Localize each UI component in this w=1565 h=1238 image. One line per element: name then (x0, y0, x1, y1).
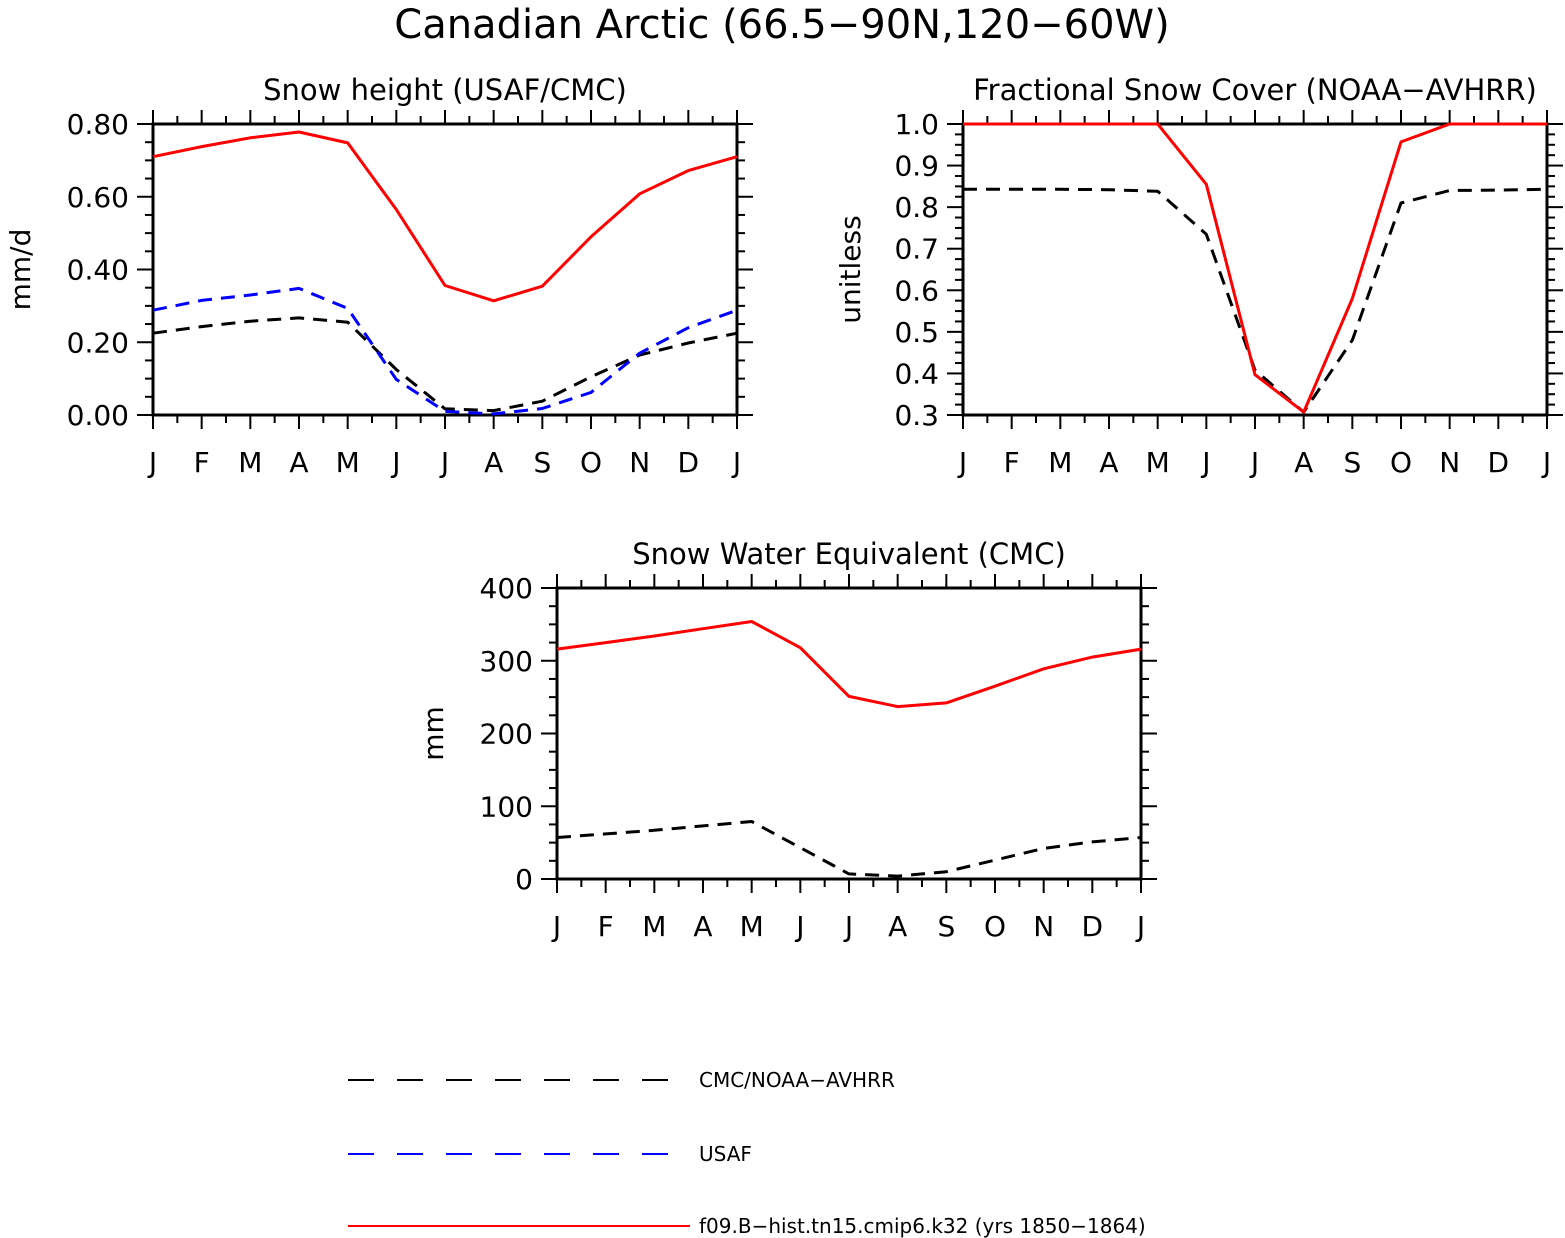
x-tick-label: F (1004, 446, 1020, 479)
figure-title: Canadian Arctic (66.5−90N,120−60W) (394, 2, 1169, 48)
legend-item-usaf: USAF (348, 1142, 752, 1166)
series-line (963, 122, 1547, 414)
x-tick-label: O (984, 910, 1006, 943)
y-tick-label: 200 (480, 718, 533, 751)
series-line (152, 130, 738, 303)
series-line (556, 820, 1142, 878)
x-tick-label: M (1146, 446, 1170, 479)
x-tick-label: J (147, 446, 157, 479)
x-tick-label: M (1048, 446, 1072, 479)
y-tick-label: 100 (480, 790, 533, 823)
x-tick-label: N (629, 446, 650, 479)
snow-height-panel: Snow height (USAF/CMC)J F M A M J J A S O N D J0.000… (4, 73, 753, 479)
y-tick-label: 0.3 (894, 399, 939, 432)
x-tick-label: J (957, 446, 967, 479)
series-line (963, 187, 1548, 414)
y-tick-label: 0.9 (894, 150, 939, 183)
y-tick-label: 0.80 (67, 108, 129, 141)
x-tick-label: F (194, 446, 210, 479)
legend-item-model: f09.B−hist.tn15.cmip6.k32 (yrs 1850−1864… (348, 1214, 1146, 1238)
x-tick-label: A (484, 446, 503, 479)
y-tick-label: 0.20 (67, 326, 129, 359)
x-tick-label: M (740, 910, 764, 943)
y-tick-label: 0.40 (67, 254, 129, 287)
plot-frame (555, 586, 1143, 881)
panel-title: Snow Water Equivalent (CMC) (632, 537, 1066, 571)
legend: CMC/NOAA−AVHRR USAF f09.B−hist.tn15.cmip… (348, 1068, 1146, 1238)
series-line (556, 620, 1142, 709)
x-tick-label: J (1135, 910, 1145, 943)
y-tick-label: 0.00 (67, 399, 129, 432)
x-tick-label: A (1294, 446, 1313, 479)
x-tick-label: D (678, 446, 700, 479)
y-tick-label: 0.60 (67, 181, 129, 214)
x-tick-label: N (1033, 910, 1054, 943)
x-tick-label: M (336, 446, 360, 479)
y-tick-label: 0.6 (894, 274, 939, 307)
x-tick-label: D (1488, 446, 1510, 479)
x-tick-label: J (731, 446, 741, 479)
legend-label-cmc: CMC/NOAA−AVHRR (699, 1068, 895, 1092)
x-tick-label: N (1439, 446, 1460, 479)
y-tick-label: 1.0 (894, 108, 939, 141)
y-axis-label: unitless (834, 215, 867, 323)
x-tick-label: J (843, 910, 853, 943)
x-tick-label: A (289, 446, 308, 479)
x-tick-label: A (693, 910, 712, 943)
series-line (152, 316, 738, 413)
y-axis-label: mm/d (4, 229, 37, 311)
x-tick-label: D (1082, 910, 1104, 943)
x-tick-label: A (888, 910, 907, 943)
y-tick-label: 0.8 (894, 191, 939, 224)
y-tick-label: 400 (480, 572, 533, 605)
x-tick-label: J (794, 910, 804, 943)
x-tick-label: S (1343, 446, 1361, 479)
y-tick-label: 300 (480, 645, 533, 678)
x-tick-label: J (1200, 446, 1210, 479)
y-tick-label: 0.4 (894, 357, 939, 390)
x-tick-label: M (642, 910, 666, 943)
panel-title: Snow height (USAF/CMC) (263, 73, 627, 107)
y-axis-label: mm (417, 706, 450, 761)
panel-title: Fractional Snow Cover (NOAA−AVHRR) (973, 73, 1537, 107)
legend-label-usaf: USAF (699, 1142, 752, 1166)
x-tick-label: J (1541, 446, 1551, 479)
x-tick-label: J (1249, 446, 1259, 479)
x-tick-label: O (1390, 446, 1412, 479)
series-line (152, 286, 738, 416)
x-tick-label: F (598, 910, 614, 943)
x-tick-label: A (1099, 446, 1118, 479)
x-tick-label: S (533, 446, 551, 479)
plot-frame (151, 122, 739, 417)
x-tick-label: J (390, 446, 400, 479)
snow-cover-panel: Fractional Snow Cover (NOAA−AVHRR)J F M A M J… (834, 73, 1563, 479)
x-tick-label: O (580, 446, 602, 479)
swe-panel: Snow Water Equivalent (CMC)J F M A M J J A S O N D J… (417, 537, 1157, 943)
y-tick-label: 0.5 (894, 316, 939, 349)
y-tick-label: 0.7 (894, 233, 939, 266)
x-tick-label: J (551, 910, 561, 943)
legend-item-cmc: CMC/NOAA−AVHRR (348, 1068, 895, 1092)
y-tick-label: 0 (515, 863, 533, 896)
x-tick-label: S (937, 910, 955, 943)
x-tick-label: M (238, 446, 262, 479)
x-tick-label: J (439, 446, 449, 479)
legend-label-model: f09.B−hist.tn15.cmip6.k32 (yrs 1850−1864… (699, 1214, 1146, 1238)
